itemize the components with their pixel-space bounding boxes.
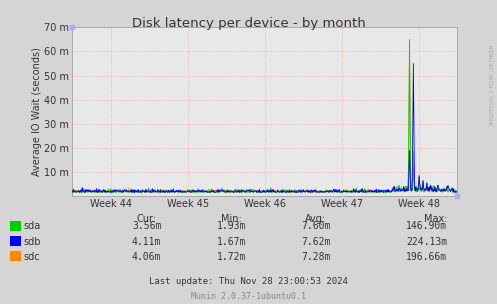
Text: 146.90m: 146.90m	[406, 222, 447, 231]
Text: 4.06m: 4.06m	[132, 252, 162, 262]
Text: 7.28m: 7.28m	[301, 252, 331, 262]
Text: 4.11m: 4.11m	[132, 237, 162, 247]
Text: 224.13m: 224.13m	[406, 237, 447, 247]
Text: Cur:: Cur:	[137, 214, 157, 224]
Text: sda: sda	[24, 222, 41, 231]
Text: 7.60m: 7.60m	[301, 222, 331, 231]
Text: Last update: Thu Nov 28 23:00:53 2024: Last update: Thu Nov 28 23:00:53 2024	[149, 277, 348, 286]
Text: 1.72m: 1.72m	[216, 252, 246, 262]
Text: 7.62m: 7.62m	[301, 237, 331, 247]
Text: 1.67m: 1.67m	[216, 237, 246, 247]
Text: Munin 2.0.37-1ubuntu0.1: Munin 2.0.37-1ubuntu0.1	[191, 292, 306, 302]
Text: 196.66m: 196.66m	[406, 252, 447, 262]
Text: sdc: sdc	[24, 252, 40, 262]
Text: Disk latency per device - by month: Disk latency per device - by month	[132, 17, 365, 30]
Text: Max:: Max:	[424, 214, 447, 224]
Text: RRDTOOL / TOBI OETIKER: RRDTOOL / TOBI OETIKER	[489, 45, 494, 126]
Text: sdb: sdb	[24, 237, 41, 247]
Text: 3.56m: 3.56m	[132, 222, 162, 231]
Text: Min:: Min:	[221, 214, 242, 224]
Y-axis label: Average IO Wait (seconds): Average IO Wait (seconds)	[31, 47, 42, 176]
Text: 1.93m: 1.93m	[216, 222, 246, 231]
Text: Avg:: Avg:	[305, 214, 326, 224]
